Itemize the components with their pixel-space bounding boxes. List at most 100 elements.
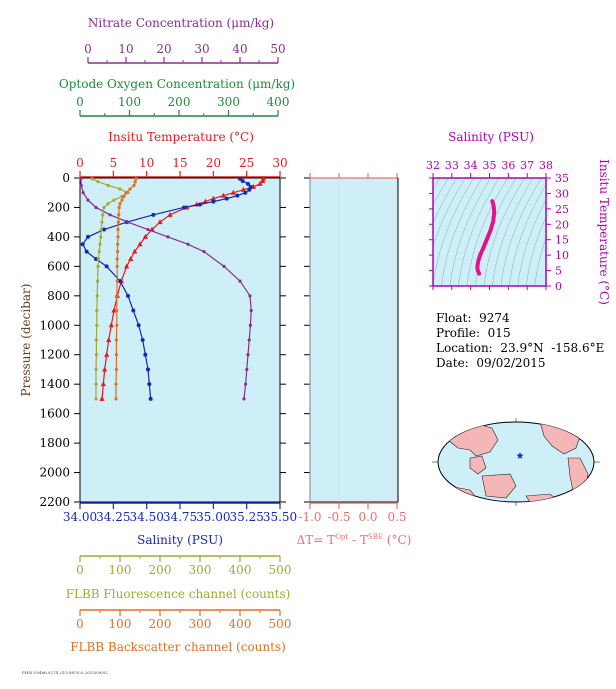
pressure-tick-label: 200 — [47, 200, 70, 214]
temperature-point — [108, 322, 114, 328]
salinity-point — [131, 308, 136, 313]
pressure-tick-label: 800 — [47, 289, 70, 303]
fluorescence-point — [90, 177, 94, 181]
backscatter-tick-label: 0 — [76, 617, 84, 631]
ts-x-tick-label: 36 — [501, 159, 515, 172]
delta-t-panel-background — [309, 177, 399, 503]
backscatter-point — [115, 308, 119, 313]
backscatter-point — [116, 235, 120, 239]
ts-isopycnal — [500, 178, 542, 286]
nitrate-point — [94, 205, 98, 210]
salinity-tick-label: 34.25 — [96, 510, 130, 524]
nitrate-point — [242, 397, 246, 401]
delta-t-axis-label: ΔT= TOpt - TSBE (°C) — [297, 533, 412, 547]
salinity-axis-label: Salinity (PSU) — [137, 533, 223, 547]
salinity-point — [211, 199, 216, 204]
backscatter-point — [118, 202, 122, 206]
ts-isopycnal — [433, 178, 458, 225]
nitrate-point — [108, 213, 112, 217]
profile-panel: 0 200 400 600 800 1000 1200 1400 1600 1800 2000 220… — [19, 171, 310, 509]
salinity-point — [146, 367, 150, 372]
ts-x-tick-label: 32 — [426, 159, 440, 172]
float-value: 9274 — [479, 311, 510, 325]
location-map: ★ — [432, 418, 600, 506]
backscatter-point — [114, 367, 118, 372]
fluorescence-point — [112, 198, 116, 202]
nitrate-point — [246, 353, 250, 357]
fluorescence-tick-label: 100 — [109, 563, 132, 577]
temperature-point — [142, 233, 148, 239]
nitrate-point — [81, 191, 85, 195]
backscatter-point — [116, 250, 120, 254]
ts-isopycnal — [509, 184, 546, 286]
salinity-point — [143, 352, 148, 357]
nitrate-point — [86, 198, 90, 202]
nitrate-point — [186, 242, 190, 246]
backscatter-axis: 0 100 200 300 400 500 FLBB Backscatter channe… — [70, 609, 291, 654]
date-label: Date: — [436, 356, 469, 370]
nitrate-point — [222, 264, 226, 268]
float-info: Float: 9274 Profile: 015 Location: 23.9°… — [436, 311, 604, 371]
temperature-point — [157, 219, 163, 225]
pressure-tick-label: 400 — [47, 230, 70, 244]
fluorescence-point — [102, 205, 106, 210]
pressure-tick-label: 600 — [47, 259, 70, 273]
ts-isopycnal — [525, 216, 546, 286]
backscatter-point — [116, 227, 120, 232]
delta-t-panel: -1.0 -0.5 0.0 0.5 ΔT= TOpt - TSBE (°C) — [297, 173, 412, 547]
salinity-tick-label: 34.00 — [63, 510, 97, 524]
salinity-point — [243, 190, 248, 195]
fluorescence-tick-label: 0 — [76, 563, 84, 577]
temperature-tick-label: 10 — [139, 156, 154, 170]
temperature-tick-label: 20 — [206, 156, 221, 170]
delta-t-tick-label: -0.5 — [327, 510, 350, 524]
ts-isopycnal — [441, 178, 483, 286]
backscatter-point — [115, 323, 119, 327]
oxygen-tick-label: 300 — [217, 95, 240, 109]
ts-isopycnal — [458, 178, 500, 286]
date-row: Date: 09/02/2015 — [436, 356, 604, 371]
fluorescence-point — [94, 367, 98, 372]
fluorescence-point — [94, 353, 98, 357]
profile-panel-background — [79, 177, 281, 503]
ts-x-tick-label: 38 — [539, 159, 553, 172]
fluorescence-point — [96, 257, 100, 261]
oxygen-tick-label: 200 — [168, 95, 191, 109]
backscatter-point — [132, 183, 136, 187]
ts-isopycnal — [433, 178, 475, 286]
oxygen-tick-label: 0 — [76, 95, 84, 109]
ts-isopycnal — [492, 178, 534, 286]
temperature-point — [202, 198, 208, 204]
nitrate-tick-label: 0 — [84, 42, 92, 56]
backscatter-point — [114, 353, 118, 357]
ts-isopycnal — [433, 178, 449, 206]
ts-y-tick-label: 0 — [555, 280, 562, 293]
backscatter-point — [134, 177, 138, 181]
fluorescence-point — [99, 235, 103, 239]
fluorescence-point — [94, 397, 98, 401]
salinity-point — [148, 396, 153, 401]
salinity-point — [118, 279, 122, 284]
ts-profile-curve — [475, 199, 497, 276]
ts-y-tick-label: 25 — [555, 203, 569, 216]
ts-x-tick-label: 33 — [445, 159, 459, 172]
ts-isopycnal — [517, 199, 546, 286]
fluorescence-point — [99, 227, 103, 232]
fluorescence-point — [106, 183, 110, 187]
date-value: 09/02/2015 — [476, 356, 546, 370]
salinity-point — [246, 181, 250, 186]
backscatter-axis-label: FLBB Backscatter channel (counts) — [70, 640, 286, 654]
backscatter-point — [124, 191, 128, 195]
oxygen-axis: Optode Oxygen Concentration (μm/kg) 0 100… — [59, 77, 295, 117]
nitrate-point — [202, 250, 206, 254]
backscatter-point — [114, 382, 118, 386]
ts-y-tick-label: 5 — [555, 265, 562, 278]
ts-y-tick-label: 20 — [555, 218, 569, 231]
fluorescence-tick-label: 300 — [189, 563, 212, 577]
salinity-tick-label: 35.50 — [263, 510, 297, 524]
fluorescence-point — [94, 382, 98, 386]
salinity-point — [238, 176, 242, 181]
ts-y-tick-label: 30 — [555, 187, 569, 200]
backscatter-point — [115, 257, 119, 261]
profile-value: 015 — [487, 326, 511, 340]
